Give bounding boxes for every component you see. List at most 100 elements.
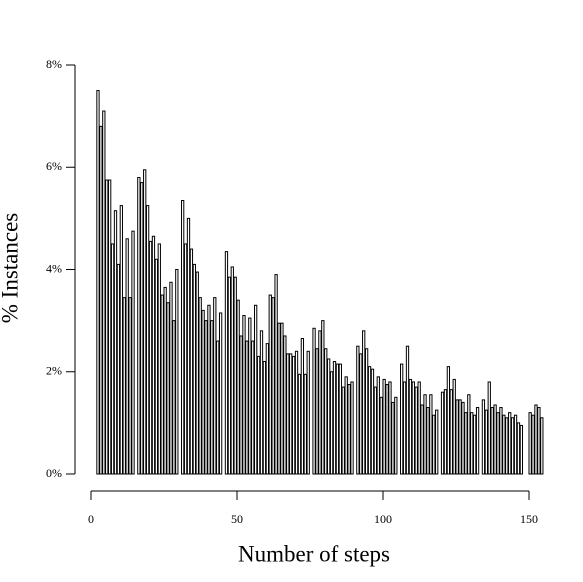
bar (259, 330, 264, 475)
bar (315, 348, 319, 475)
bar (294, 350, 299, 475)
bar (175, 269, 179, 475)
bar (464, 412, 468, 475)
bar (230, 266, 234, 475)
bar (537, 407, 541, 475)
bar (183, 243, 188, 475)
x-tick-label: 50 (231, 512, 243, 526)
bar (417, 381, 421, 475)
bar (125, 238, 129, 475)
bar (236, 299, 240, 475)
bar (473, 414, 477, 475)
bar (435, 409, 439, 475)
bar (166, 302, 170, 475)
bar (446, 366, 451, 475)
bar (408, 378, 413, 475)
bar (467, 394, 471, 475)
bar (385, 384, 389, 475)
bar (201, 309, 205, 475)
bar (356, 345, 360, 475)
bar (426, 407, 430, 475)
y-tick-label: 0% (46, 466, 62, 480)
bar (429, 394, 433, 475)
bar (291, 355, 296, 475)
bar (251, 340, 255, 475)
bar (382, 378, 386, 475)
bar (289, 353, 293, 475)
bar (207, 304, 211, 475)
bar (268, 294, 272, 475)
bar (116, 263, 121, 475)
bar (461, 401, 465, 475)
bar (513, 414, 518, 475)
bar (242, 315, 246, 475)
bar (470, 412, 474, 475)
bar (283, 335, 287, 475)
y-tick-label: 6% (46, 159, 62, 173)
bar (332, 361, 337, 475)
bar (113, 210, 118, 475)
bar (432, 414, 436, 475)
bar (210, 320, 214, 475)
bar (131, 230, 135, 475)
bar (490, 407, 494, 475)
bar (411, 381, 415, 475)
bar (265, 343, 269, 475)
bar (119, 205, 123, 475)
x-tick-label: 150 (520, 512, 538, 526)
bar (455, 399, 459, 475)
bar (373, 386, 378, 475)
bar (452, 378, 456, 475)
bar (277, 322, 281, 475)
bar (493, 404, 497, 475)
bar (344, 376, 348, 475)
x-tick-label: 100 (374, 512, 392, 526)
x-axis-title: Number of steps (238, 541, 390, 566)
bar (475, 407, 480, 475)
bar (327, 358, 331, 475)
bar (248, 317, 252, 475)
bar (350, 381, 354, 475)
y-tick-label: 8% (46, 57, 62, 71)
bar (157, 243, 161, 475)
bar (213, 297, 217, 475)
bar (519, 424, 524, 475)
bar (347, 384, 351, 475)
bar (508, 412, 512, 475)
bar (128, 297, 132, 475)
bar (481, 399, 486, 475)
bar (420, 404, 424, 475)
bar (271, 297, 275, 475)
bar (359, 353, 363, 475)
bar (423, 394, 427, 475)
bar (402, 381, 407, 475)
bar (274, 274, 278, 475)
bar (528, 412, 532, 475)
bar (224, 251, 229, 475)
bar (324, 348, 328, 475)
bar (181, 199, 185, 475)
bar (306, 350, 310, 475)
bar (370, 368, 375, 475)
bar (510, 417, 515, 475)
bar (405, 345, 410, 475)
bar (388, 381, 392, 475)
bar (367, 366, 372, 475)
bar (338, 363, 342, 475)
bar (145, 205, 150, 475)
bar (516, 422, 521, 475)
bar (169, 281, 173, 475)
bar (484, 409, 488, 475)
bar (233, 276, 237, 475)
bar (189, 248, 194, 475)
bar (362, 330, 366, 475)
bar (154, 258, 159, 475)
bar (496, 412, 500, 475)
bar (414, 386, 418, 475)
bar (151, 235, 156, 475)
bar (239, 335, 243, 475)
bar (96, 90, 100, 475)
bar (163, 286, 167, 475)
bar (122, 297, 126, 475)
x-tick-label: 0 (88, 512, 94, 526)
